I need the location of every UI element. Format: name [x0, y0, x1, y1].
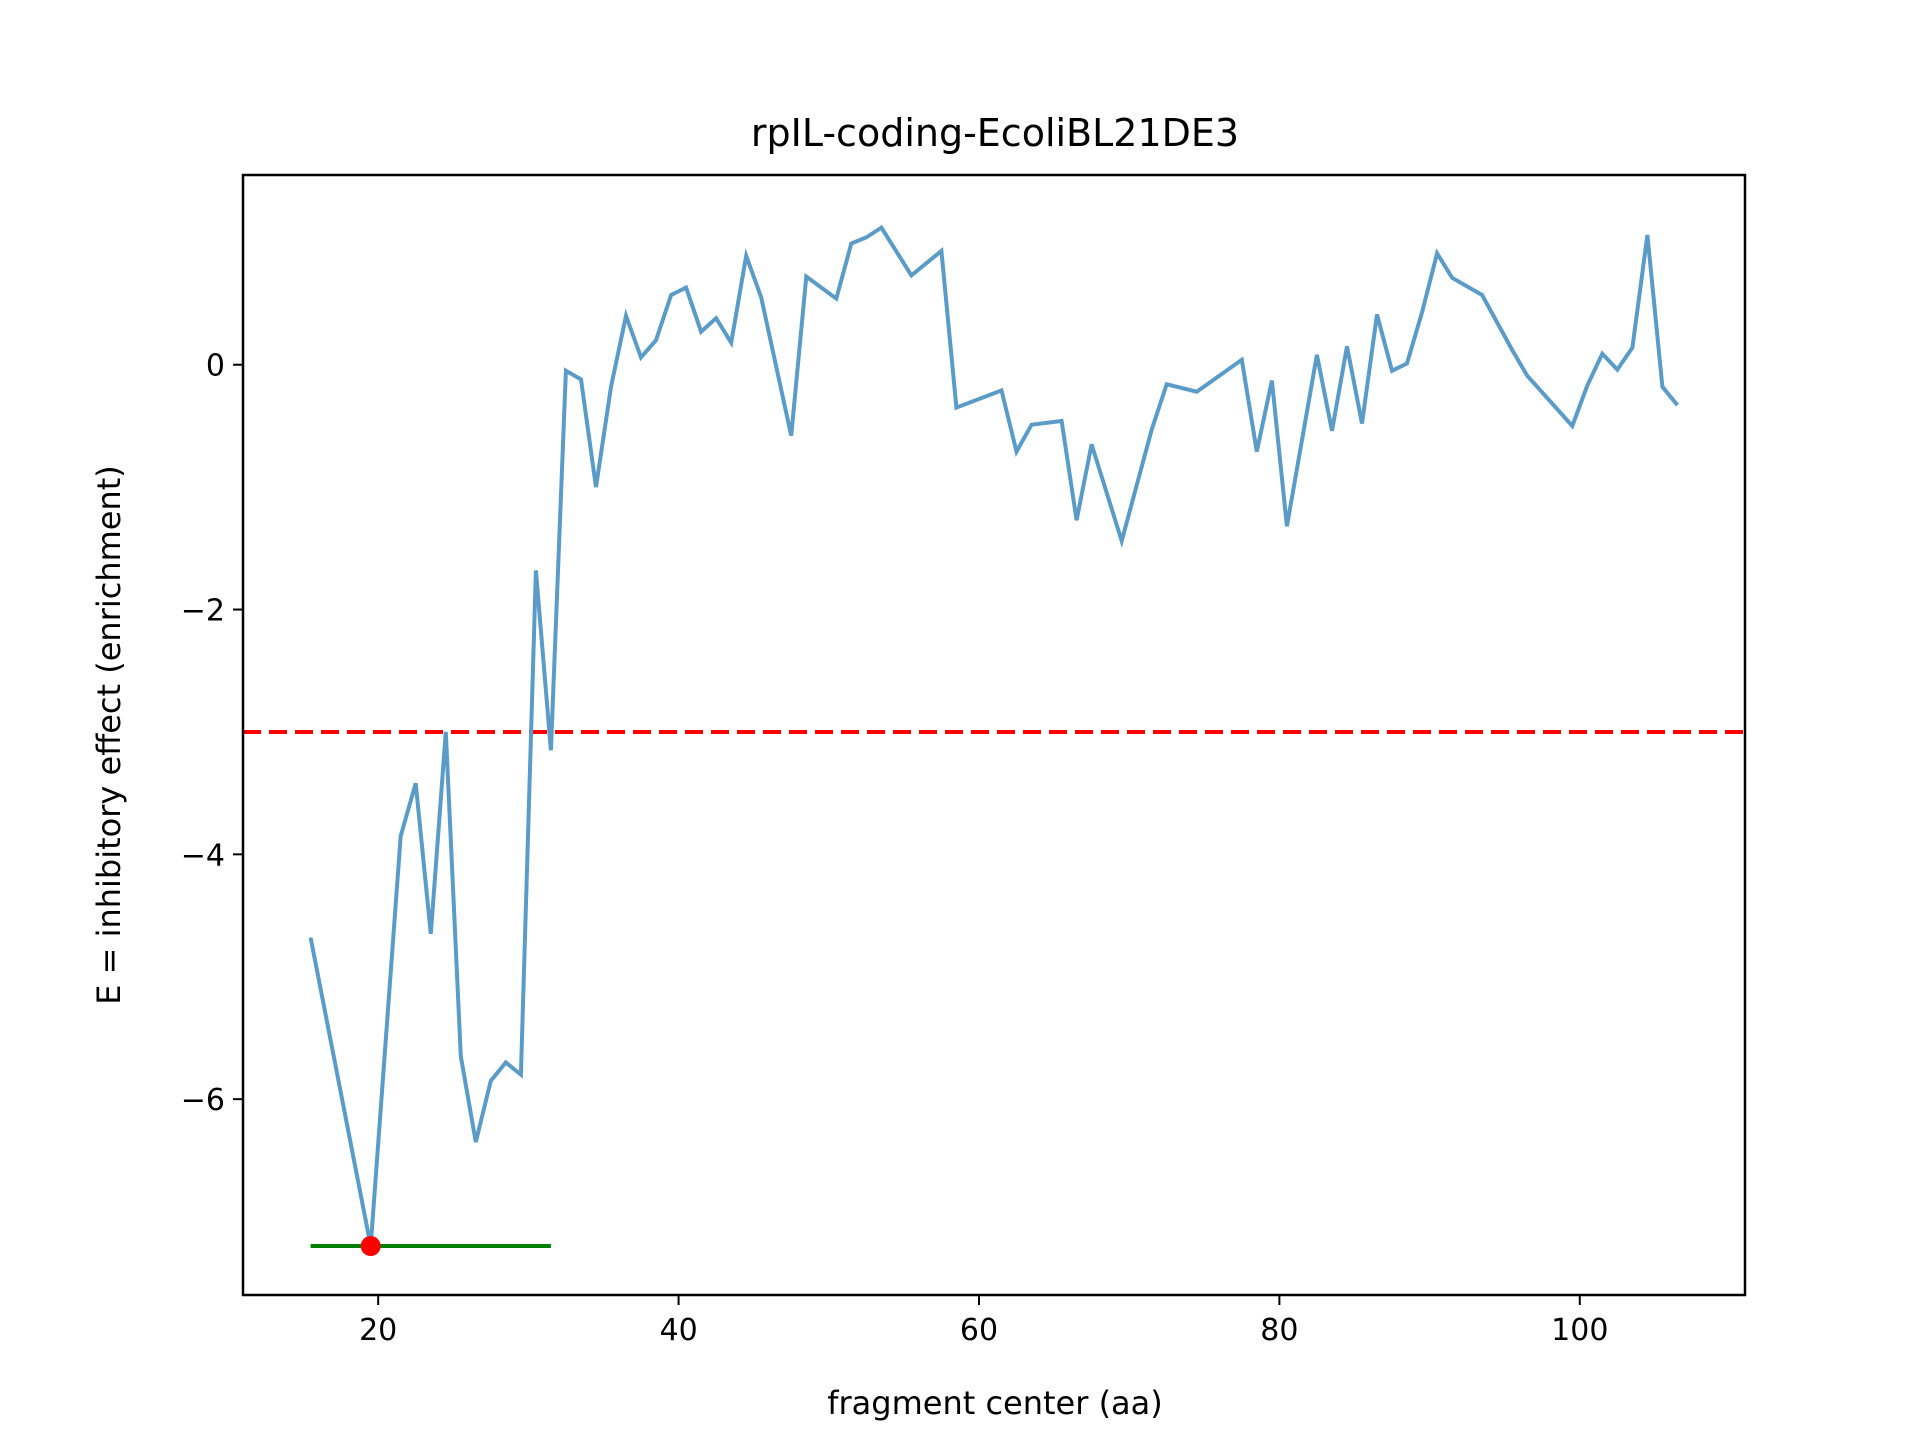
y-tick-label: 0 — [206, 349, 225, 384]
y-axis-label: E = inhibitory effect (enrichment) — [90, 465, 128, 1005]
series-line-0 — [308, 224, 1679, 1247]
y-tick-label: −6 — [181, 1083, 225, 1118]
y-axis-ticks: 0 −2 −4 −6 — [181, 349, 243, 1118]
x-axis-label: fragment center (aa) — [827, 1384, 1163, 1422]
plot-area — [241, 173, 1747, 1297]
y-tick-label: −4 — [181, 838, 225, 873]
plot-frame — [241, 173, 1747, 1297]
x-tick-label: 40 — [659, 1313, 697, 1348]
y-tick-label: −2 — [181, 594, 225, 629]
chart-title: rpIL-coding-EcoliBL21DE3 — [751, 111, 1239, 155]
minimum-point — [360, 1236, 381, 1257]
x-tick-label: 20 — [359, 1313, 397, 1348]
plot-series-group — [243, 224, 1745, 1247]
x-axis-ticks: 20 40 60 80 100 — [359, 1295, 1608, 1348]
x-tick-label: 80 — [1260, 1313, 1298, 1348]
x-tick-label: 100 — [1551, 1313, 1608, 1348]
x-tick-label: 60 — [960, 1313, 998, 1348]
